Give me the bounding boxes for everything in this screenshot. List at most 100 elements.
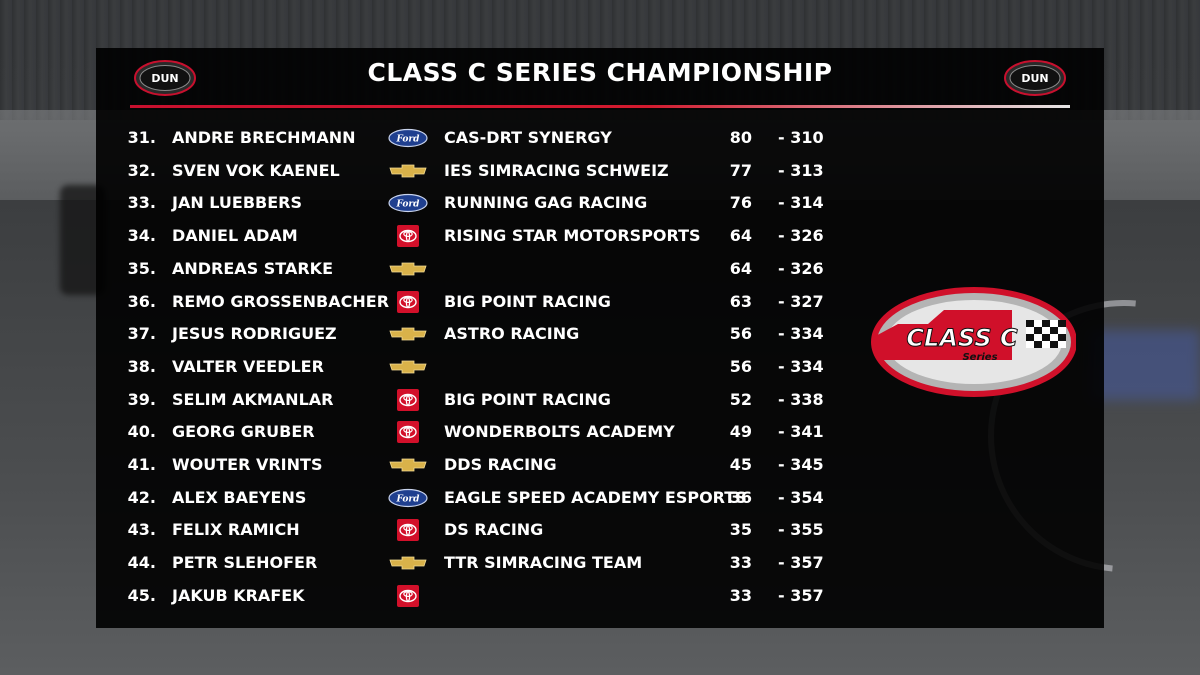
points-gap: - 357 [778,585,824,605]
page-title: CLASS C SERIES CHAMPIONSHIP [367,58,833,87]
standings-row: 33. JAN LUEBBERS RUNNING GAG RACING 76 - 314… [0,187,1200,219]
driver-name: WOUTER VRINTS [172,455,323,474]
points-gap: - 326 [778,258,824,278]
team-name: DS RACING [444,520,544,540]
position-number: 42. [127,487,156,507]
driver-name: VALTER VEEDLER [172,356,324,376]
league-logo-left: DUN [134,60,196,96]
position-number: 44. [127,553,156,573]
team-name: WONDERBOLTS ACADEMY [444,422,675,442]
position-number: 35. [127,258,156,278]
points-gap: - 341 [778,422,824,442]
team-name: EAGLE SPEED ACADEMY ESPORTS [444,487,747,507]
points-value: 49 [729,422,752,442]
position-number: 39. [127,389,156,409]
title-divider [130,105,1070,108]
position-number: 34. [127,226,156,246]
team-name: DDS RACING [444,455,557,474]
standings-row: 35. ANDREAS STARKE 64 - 326 [0,253,1200,285]
toyota-logo-icon [397,225,437,248]
points-value: 77 [729,160,752,180]
background-apron [1090,330,1200,400]
driver-name: SVEN VOK KAENEL [172,160,340,180]
points-gap: - 334 [778,356,824,376]
standings-row: 38. VALTER VEEDLER 56 - 334 [0,351,1200,383]
driver-name: GEORG GRUBER [172,422,315,442]
position-number: 41. [127,455,156,474]
points-gap: - 354 [778,487,824,507]
team-name: BIG POINT RACING [444,389,611,409]
position-number: 38. [127,356,156,376]
position-number: 45. [127,585,156,605]
points-value: 76 [729,193,752,213]
position-number: 33. [127,193,156,213]
toyota-logo-icon [397,421,437,444]
toyota-logo-icon [397,584,437,607]
points-gap: - 327 [778,291,824,311]
driver-name: JESUS RODRIGUEZ [172,324,337,344]
points-value: 45 [729,455,752,474]
driver-name: DANIEL ADAM [172,226,298,246]
standings-row: 31. ANDRE BRECHMANN CAS-DRT SYNERGY 80 - 310… [0,122,1200,154]
standings-row: 36. REMO GROSSENBACHER BIG POINT RACING 63 -… [0,286,1200,318]
ford-logo-icon: Ford [388,488,428,508]
points-value: 33 [729,553,752,573]
points-value: 64 [729,226,752,246]
league-logo-text: DUN [1021,72,1048,85]
driver-name: ANDREAS STARKE [172,258,334,278]
standings-row: 41. WOUTER VRINTS DDS RACING 45 - 345 [0,449,1200,481]
standings-row: 40. GEORG GRUBER WONDERBOLTS ACADEMY 49 - 34… [0,416,1200,448]
points-gap: - 338 [778,389,824,409]
driver-name: REMO GROSSENBACHER [172,291,390,311]
standings-row: 44. PETR SLEHOFER TTR SIMRACING TEAM 33 - 35… [0,547,1200,579]
svg-text:Ford: Ford [396,135,421,145]
team-name: CAS-DRT SYNERGY [444,128,612,147]
ford-logo-icon: Ford [388,128,428,148]
standings-row: 37. JESUS RODRIGUEZ ASTRO RACING 56 - 334 [0,318,1200,350]
points-value: 56 [729,356,752,376]
standings-row: 43. FELIX RAMICH DS RACING 35 - 355 [0,514,1200,546]
points-gap: - 355 [778,520,824,540]
driver-name: ANDRE BRECHMANN [172,128,356,147]
driver-name: ALEX BAEYENS [172,487,307,507]
chevrolet-logo-icon [388,324,428,344]
position-number: 40. [127,422,156,442]
standings-row: 32. SVEN VOK KAENEL IES SIMRACING SCHWEIZ 7… [0,155,1200,187]
points-value: 36 [729,487,752,507]
chevrolet-logo-icon [388,259,428,279]
chevrolet-logo-icon [388,161,428,181]
toyota-logo-icon [397,519,437,542]
team-name: IES SIMRACING SCHWEIZ [444,160,669,180]
standings-row: 42. ALEX BAEYENS EAGLE SPEED ACADEMY ESPOR… [0,482,1200,514]
chevrolet-logo-icon [388,553,428,573]
toyota-logo-icon [397,388,437,411]
points-value: 63 [729,291,752,311]
chevrolet-logo-icon [388,455,428,475]
team-name: TTR SIMRACING TEAM [444,553,643,573]
driver-name: SELIM AKMANLAR [172,389,334,409]
position-number: 43. [127,520,156,540]
team-name: RISING STAR MOTORSPORTS [444,226,701,246]
svg-text:Ford: Ford [396,494,421,504]
points-gap: - 334 [778,324,824,344]
position-number: 31. [127,128,156,147]
class-c-series-logo: CLASS C Series [871,287,1076,397]
position-number: 32. [127,160,156,180]
points-value: 33 [729,585,752,605]
points-gap: - 310 [778,128,824,147]
league-logo-text: DUN [151,72,178,85]
class-logo-title: CLASS C [906,324,1018,352]
driver-name: JAKUB KRAFEK [172,585,305,605]
points-gap: - 357 [778,553,824,573]
points-gap: - 326 [778,226,824,246]
team-name: ASTRO RACING [444,324,580,344]
points-gap: - 345 [778,455,824,474]
standings-row: 39. SELIM AKMANLAR BIG POINT RACING 52 - 338 [0,384,1200,416]
position-number: 36. [127,291,156,311]
points-value: 52 [729,389,752,409]
driver-name: FELIX RAMICH [172,520,300,540]
chevrolet-logo-icon [388,357,428,377]
class-logo-subtitle: Series [962,352,997,363]
points-value: 56 [729,324,752,344]
points-gap: - 313 [778,160,824,180]
